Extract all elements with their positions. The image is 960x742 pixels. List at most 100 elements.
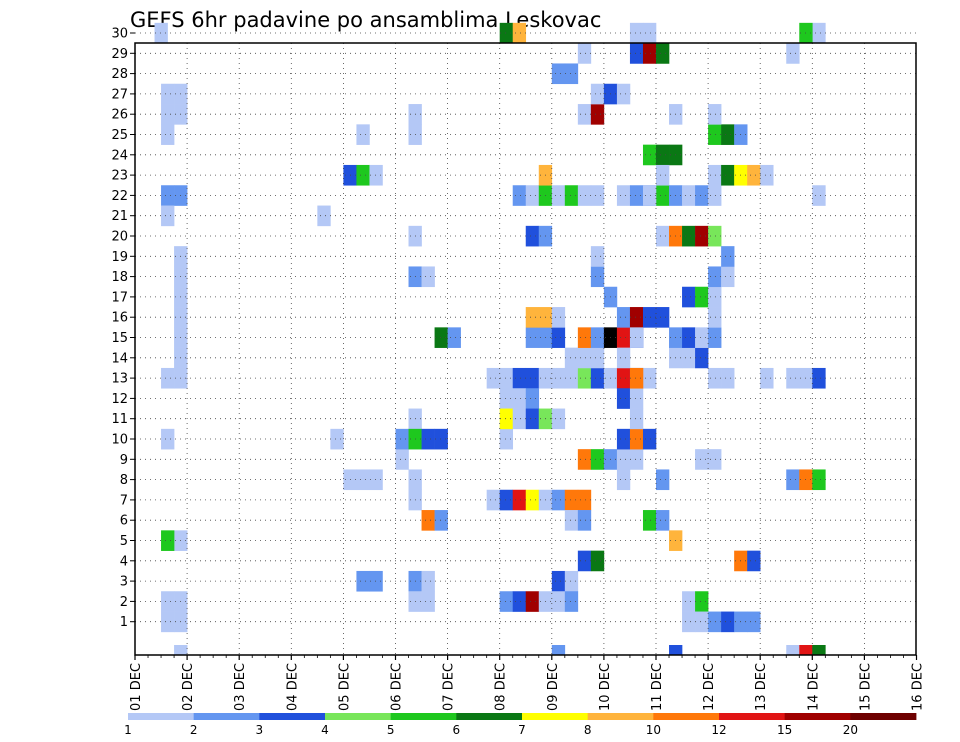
heatmap-cell [682, 347, 696, 369]
heatmap-cell [682, 611, 696, 633]
heatmap-cell [564, 367, 579, 389]
heatmap-cell [512, 489, 527, 511]
heatmap-cell [642, 185, 657, 206]
heatmap-cell [708, 124, 722, 145]
heatmap-cell [616, 185, 631, 206]
y-tick-label: 15 [111, 331, 128, 346]
heatmap-cell [154, 22, 168, 44]
heatmap-cell [551, 645, 566, 655]
heatmap-cell [525, 591, 540, 612]
heatmap-cell [434, 428, 448, 450]
heatmap-cell [447, 327, 461, 348]
colorbar-swatch [456, 713, 523, 720]
heatmap-cell [486, 367, 500, 389]
colorbar-swatch [390, 713, 457, 720]
heatmap-cell [656, 185, 670, 206]
heatmap-cell [564, 185, 579, 206]
y-tick-label: 22 [111, 189, 128, 204]
heatmap-cell [629, 367, 644, 389]
heatmap-cell [642, 144, 657, 166]
heatmap-cell [616, 347, 631, 369]
heatmap-cell [590, 327, 605, 348]
heatmap-cell [577, 550, 592, 572]
heatmap-cell [616, 327, 631, 348]
heatmap-cell [616, 428, 631, 450]
heatmap-cell [551, 63, 566, 85]
y-tick-label: 13 [111, 372, 128, 387]
heatmap-cell [551, 570, 566, 592]
heatmap-cell [525, 489, 540, 511]
heatmap-cell [629, 449, 644, 470]
heatmap-cell [812, 367, 826, 389]
heatmap-cell [512, 408, 527, 430]
heatmap-cell [564, 591, 579, 612]
heatmap-cell [682, 225, 696, 247]
heatmap-cell [695, 286, 709, 308]
heatmap-cell [499, 388, 514, 409]
heatmap-cell [656, 510, 670, 531]
colorbar-tick-label: 4 [321, 723, 329, 737]
heatmap-cell [721, 164, 735, 186]
heatmap-cell [330, 428, 344, 450]
heatmap-cell [682, 185, 696, 206]
colorbar-swatch [259, 713, 326, 720]
heatmap-cell [421, 266, 435, 288]
heatmap-cell [161, 185, 175, 206]
heatmap-cell [629, 388, 644, 409]
colorbar-tick-label: 2 [190, 723, 198, 737]
heatmap-cell [421, 428, 435, 450]
heatmap-cell [708, 225, 722, 247]
heatmap-cell [616, 388, 631, 409]
heatmap-cell [656, 225, 670, 247]
heatmap-cell [760, 164, 774, 186]
heatmap-cell [616, 307, 631, 328]
heatmap-cell [161, 591, 175, 612]
heatmap-cell [421, 570, 435, 592]
heatmap-cell [629, 43, 644, 64]
heatmap-cell [721, 611, 735, 633]
heatmap-cell [551, 489, 566, 511]
y-tick-label: 18 [111, 270, 128, 285]
heatmap-cell [161, 611, 175, 633]
heatmap-cell [656, 469, 670, 491]
heatmap-cell [616, 449, 631, 470]
y-tick-label: 6 [120, 514, 128, 529]
heatmap-cell [356, 570, 370, 592]
colorbar-swatch [587, 713, 654, 720]
x-tick-label: 14 DEC [806, 663, 821, 711]
heatmap-cell [812, 645, 826, 655]
heatmap-cell [629, 428, 644, 450]
heatmap-cell [564, 489, 579, 511]
colorbar-tick-label: 1 [124, 723, 132, 737]
y-tick-label: 10 [111, 433, 128, 448]
heatmap-cell [695, 449, 709, 470]
heatmap-cell [708, 327, 722, 348]
heatmap-cell [616, 469, 631, 491]
heatmap-cell [695, 347, 709, 369]
heatmap-cell [356, 164, 370, 186]
heatmap-cell [577, 185, 592, 206]
heatmap-cell [499, 428, 514, 450]
heatmap-cell [356, 124, 370, 145]
x-axis: 01 DEC 02 DEC 03 DEC 04 DEC 05 DEC 06 DEC 07 D… [129, 655, 926, 711]
heatmap-cell [590, 104, 605, 125]
x-tick-label: 04 DEC [285, 663, 300, 711]
heatmap-cell [161, 83, 175, 105]
heatmap-cell [499, 591, 514, 612]
colorbar-tick-label: 15 [777, 723, 792, 737]
heatmap-cell [434, 327, 448, 348]
heatmap-cell [642, 307, 657, 328]
heatmap-cell [590, 83, 605, 105]
heatmap-cell [629, 22, 644, 44]
heatmap-cell [369, 164, 383, 186]
heatmap-cell [317, 205, 331, 227]
heatmap-cell [695, 327, 709, 348]
heatmap-cell [525, 367, 540, 389]
colorbar-tick-label: 3 [256, 723, 264, 737]
heatmap-cell [564, 570, 579, 592]
x-tick-label: 13 DEC [754, 663, 769, 711]
x-tick-label: 05 DEC [337, 663, 352, 711]
heatmap-cell [577, 449, 592, 470]
y-tick-label: 20 [111, 230, 128, 245]
